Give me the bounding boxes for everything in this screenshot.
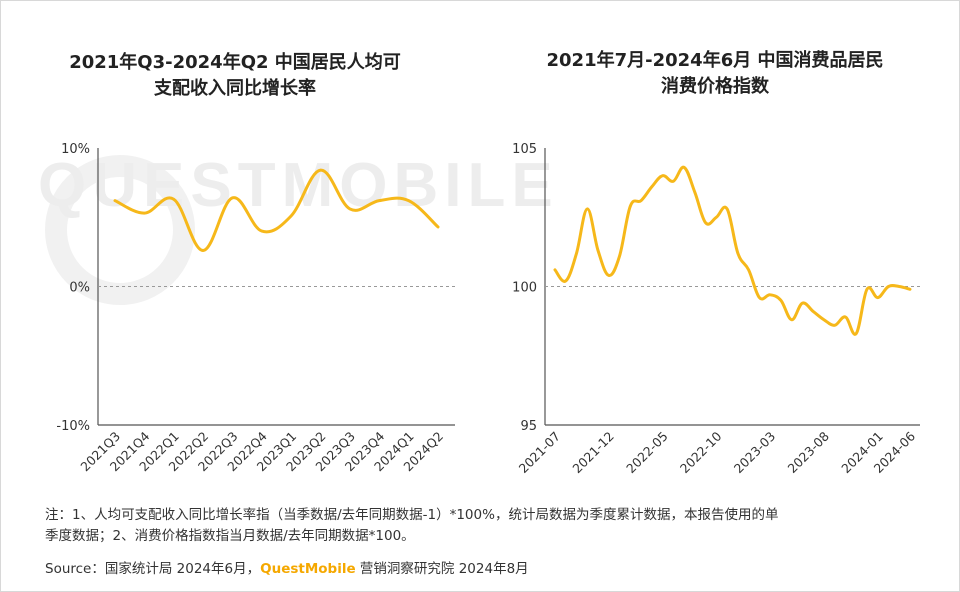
source-suffix: 营销洞察研究院 2024年8月 — [355, 561, 529, 577]
right-chart-x-tick-label: 2023-03 — [731, 429, 779, 477]
source-prefix: Source：国家统计局 2024年6月， — [45, 561, 261, 577]
right-chart-y-tick-label: 105 — [512, 142, 537, 157]
source-brand: QuestMobile — [260, 561, 356, 577]
left-chart-y-tick-label: 0% — [69, 281, 90, 296]
left-chart-title-line1: 2021年Q3-2024年Q2 中国居民人均可 — [69, 52, 401, 73]
left-chart-y-tick-label: 10% — [61, 142, 90, 157]
source-line: Source：国家统计局 2024年6月，QuestMobile 营销洞察研究院… — [45, 557, 529, 577]
right-chart-x-tick-label: 2021-12 — [569, 429, 617, 477]
right-chart-title-line1: 2021年7月-2024年6月 中国消费品居民 — [546, 50, 884, 71]
right-chart-title: 2021年7月-2024年6月 中国消费品居民 消费价格指数 — [505, 48, 925, 100]
right-chart-x-tick-label: 2022-10 — [677, 428, 725, 476]
right-chart-y-tick-label: 95 — [520, 419, 537, 434]
footnote-line2: 季度数据；2、消费价格指数指当月数据/去年同期数据*100。 — [45, 528, 415, 544]
left-chart-series-line — [113, 168, 440, 252]
right-chart-x-tick-label: 2021-07 — [516, 429, 564, 477]
footnote: 注：1、人均可支配收入同比增长率指（当季数据/去年同期数据-1）*100%，统计… — [45, 505, 925, 547]
left-chart-title-line2: 支配收入同比增长率 — [154, 78, 316, 99]
right-chart-x-tick-label: 2023-08 — [785, 428, 833, 476]
left-chart-y-tick-label: -10% — [56, 419, 90, 434]
footnote-line1: 注：1、人均可支配收入同比增长率指（当季数据/去年同期数据-1）*100%，统计… — [45, 507, 779, 523]
right-chart-series-line — [553, 165, 912, 336]
right-chart-title-line2: 消费价格指数 — [661, 76, 769, 97]
right-chart-y-tick-label: 100 — [512, 281, 537, 296]
right-chart-x-tick-label: 2022-05 — [623, 429, 671, 477]
left-chart-title: 2021年Q3-2024年Q2 中国居民人均可 支配收入同比增长率 — [30, 50, 440, 102]
